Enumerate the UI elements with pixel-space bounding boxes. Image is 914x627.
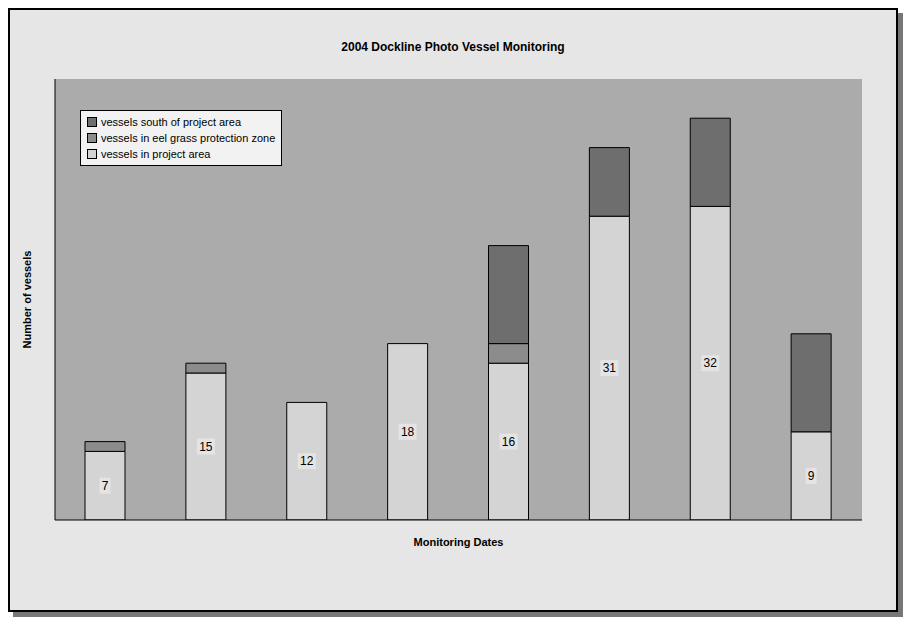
svg-text:12: 12: [300, 454, 314, 468]
html-text:vessels south of project area: vessels south of project area: [101, 116, 241, 128]
svg-text:15: 15: [199, 440, 213, 454]
svg-text:9: 9: [808, 469, 815, 483]
html-text:vessels in eel grass protectio: vessels in eel grass protection zone: [101, 132, 276, 144]
svg-text:16: 16: [502, 435, 516, 449]
svg-text:32: 32: [704, 356, 718, 370]
html-text:vessels in project area: vessels in project area: [101, 148, 211, 160]
svg-text:7: 7: [102, 479, 109, 493]
svg-text:18: 18: [401, 425, 415, 439]
svg-text:Number of vessels: Number of vessels: [21, 251, 33, 349]
html-text:2004 Dockline Photo Vessel Mon: 2004 Dockline Photo Vessel Monitoring: [341, 40, 565, 54]
svg-text:31: 31: [603, 361, 617, 375]
svg-text:Monitoring Dates: Monitoring Dates: [414, 536, 504, 548]
